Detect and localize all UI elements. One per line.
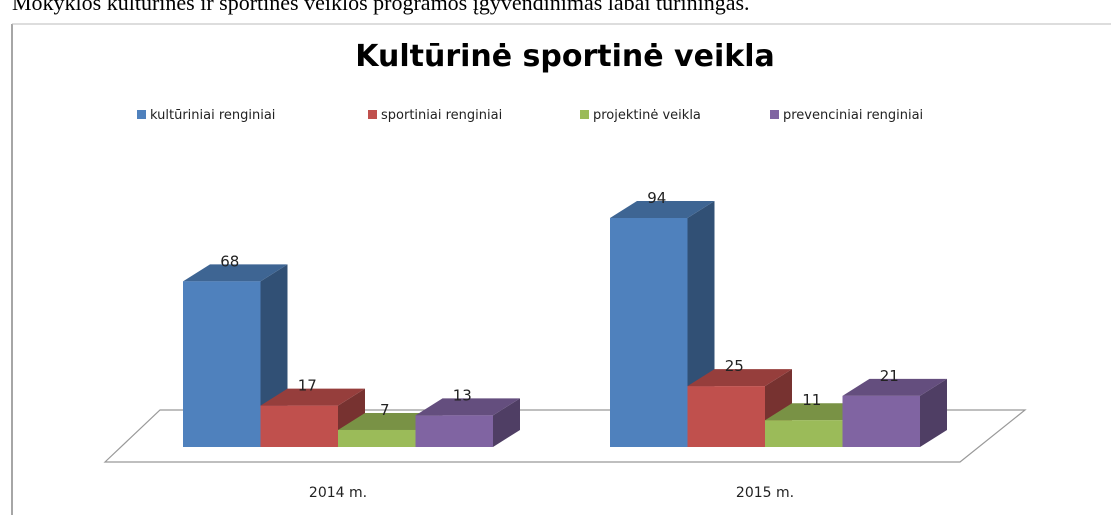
bar	[415, 398, 520, 447]
plot	[183, 201, 947, 447]
bar	[842, 378, 947, 447]
legend-label: kultūriniai renginiai	[150, 108, 275, 123]
legend-swatch	[368, 110, 377, 119]
bar-front	[338, 429, 416, 447]
bar-top	[183, 264, 288, 282]
bar-front	[610, 218, 688, 447]
legend-swatch	[580, 110, 589, 119]
bar-side	[920, 378, 947, 447]
bar-front	[687, 386, 765, 447]
bar-front	[260, 405, 338, 447]
legend-swatch	[770, 110, 779, 119]
bar-top	[842, 378, 947, 396]
bar-front	[842, 395, 920, 447]
x-tick-label: 2014 m.	[309, 485, 367, 501]
bar-top	[260, 388, 365, 406]
document-text: Mokyklos kultūrinės ir sportinės veiklos…	[12, 0, 750, 15]
data-label: 11	[802, 391, 821, 409]
bar-front	[415, 415, 493, 447]
bar-front	[183, 281, 261, 447]
data-label: 94	[647, 189, 666, 207]
data-label: 17	[298, 377, 317, 395]
bar-top	[687, 369, 792, 387]
bar-top	[610, 201, 715, 218]
chart-title: Kultūrinė sportinė veikla	[355, 39, 774, 74]
data-label: 21	[880, 367, 899, 385]
data-label: 7	[380, 401, 390, 419]
legend-swatch	[137, 110, 146, 119]
data-label: 25	[725, 357, 744, 375]
data-label: 68	[220, 252, 239, 270]
x-tick-label: 2015 m.	[736, 485, 794, 501]
bar-top	[415, 398, 520, 416]
data-label: 13	[453, 386, 472, 404]
legend-label: projektinė veikla	[593, 108, 701, 123]
bar-side	[493, 398, 520, 447]
legend-label: sportiniai renginiai	[381, 108, 502, 123]
legend-label: prevenciniai renginiai	[783, 108, 923, 123]
bar-front	[765, 420, 843, 447]
